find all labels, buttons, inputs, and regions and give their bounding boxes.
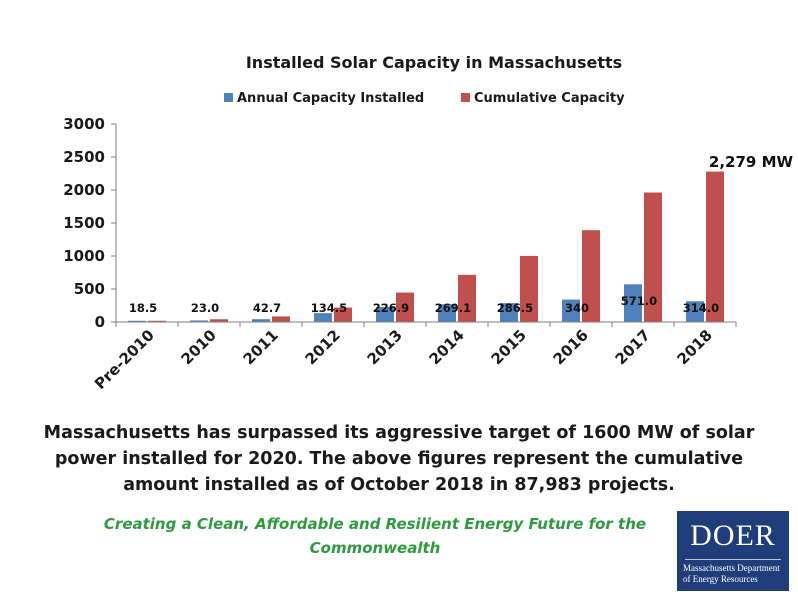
data-label-annual-2016: 340 <box>565 301 589 315</box>
bars <box>128 171 724 322</box>
logo-subtitle: Massachusetts Department of Energy Resou… <box>683 563 783 585</box>
bar-annual-2018 <box>686 301 704 322</box>
bar-annual-2017 <box>624 284 642 322</box>
bar-cumulative-2018 <box>706 171 724 322</box>
bar-cumulative-2010 <box>210 319 228 322</box>
bar-annual-2011 <box>252 319 270 322</box>
chart-title: Installed Solar Capacity in Massachusett… <box>246 53 622 72</box>
logo-abbr: DOER <box>690 519 776 552</box>
bar-cumulative-2012 <box>334 307 352 322</box>
y-tick-label: 2000 <box>63 181 105 199</box>
x-tick-label: 2014 <box>426 326 468 368</box>
logo-divider <box>685 559 781 560</box>
y-tick-label: 1500 <box>63 214 105 232</box>
logo-line2: of Energy Resources <box>683 574 758 584</box>
bar-annual-2015 <box>500 303 518 322</box>
data-label-annual-2018: 314.0 <box>683 301 719 315</box>
bar-annual-2012 <box>314 313 332 322</box>
x-axis: Pre-2010 2010 2011 2012 2013 2014 2015 2016 2017… <box>91 321 737 393</box>
logo-line1: Massachusetts Department <box>683 563 780 573</box>
x-tick-label: 2017 <box>612 326 654 368</box>
data-label-annual-2015: 286.5 <box>497 301 533 315</box>
data-label-annual-2010: 23.0 <box>191 301 219 315</box>
x-tick-label: Pre-2010 <box>91 326 158 393</box>
y-tick-label: 0 <box>95 313 105 331</box>
bar-cumulative-2011 <box>272 316 290 322</box>
bar-annual-2014 <box>438 304 456 322</box>
data-label-annual-2011: 42.7 <box>253 301 281 315</box>
legend: Annual Capacity Installed Cumulative Cap… <box>224 91 625 106</box>
x-tick-label: 2013 <box>364 326 406 368</box>
legend-swatch-cumulative <box>461 93 470 102</box>
y-tick-label: 2500 <box>63 148 105 166</box>
y-tick-label: 3000 <box>63 115 105 133</box>
x-tick-label: 2015 <box>488 326 530 368</box>
legend-label-annual: Annual Capacity Installed <box>237 91 424 106</box>
x-tick-label: 2018 <box>674 326 716 368</box>
legend-swatch-annual <box>224 93 233 102</box>
cumulative-2018-callout: 2,279 MW <box>709 153 794 171</box>
y-tick-label: 1000 <box>63 247 105 265</box>
data-label-annual-2013: 226.9 <box>373 301 409 315</box>
bar-annual-2016 <box>562 299 580 322</box>
doer-logo: DOER Massachusetts Department of Energy … <box>677 511 789 591</box>
bar-cumulative-2015 <box>520 255 538 322</box>
x-tick-label: 2016 <box>550 326 592 368</box>
data-label-annual-2012: 134.5 <box>311 301 347 315</box>
legend-label-cumulative: Cumulative Capacity <box>474 91 625 106</box>
x-tick-label: 2011 <box>240 326 282 368</box>
data-label-annual-pre-2010: 18.5 <box>129 301 157 315</box>
y-tick-label: 500 <box>74 280 105 298</box>
bar-cumulative-pre-2010 <box>148 320 166 322</box>
summary-text: Massachusetts has surpassed its aggressi… <box>43 423 755 495</box>
data-label-annual-2017: 571.0 <box>621 294 657 308</box>
bar-cumulative-2016 <box>582 230 600 322</box>
bar-cumulative-2014 <box>458 274 476 322</box>
bar-annual-2010 <box>190 320 208 322</box>
bar-annual-2013 <box>376 307 394 322</box>
solar-capacity-chart: Installed Solar Capacity in Massachusett… <box>63 53 794 393</box>
bar-cumulative-2017 <box>644 192 662 322</box>
data-labels: 18.5 23.0 42.7 134.5 226.9 269.1 286.5 340 571.0… <box>129 294 719 315</box>
x-tick-label: 2010 <box>178 326 220 368</box>
bar-cumulative-2013 <box>396 292 414 322</box>
bar-annual-pre-2010 <box>128 320 146 322</box>
y-axis: 0 500 1000 1500 2000 2500 3000 <box>63 115 117 331</box>
data-label-annual-2014: 269.1 <box>435 301 471 315</box>
x-tick-label: 2012 <box>302 326 344 368</box>
tagline: Creating a Clean, Affordable and Resilie… <box>103 515 647 557</box>
